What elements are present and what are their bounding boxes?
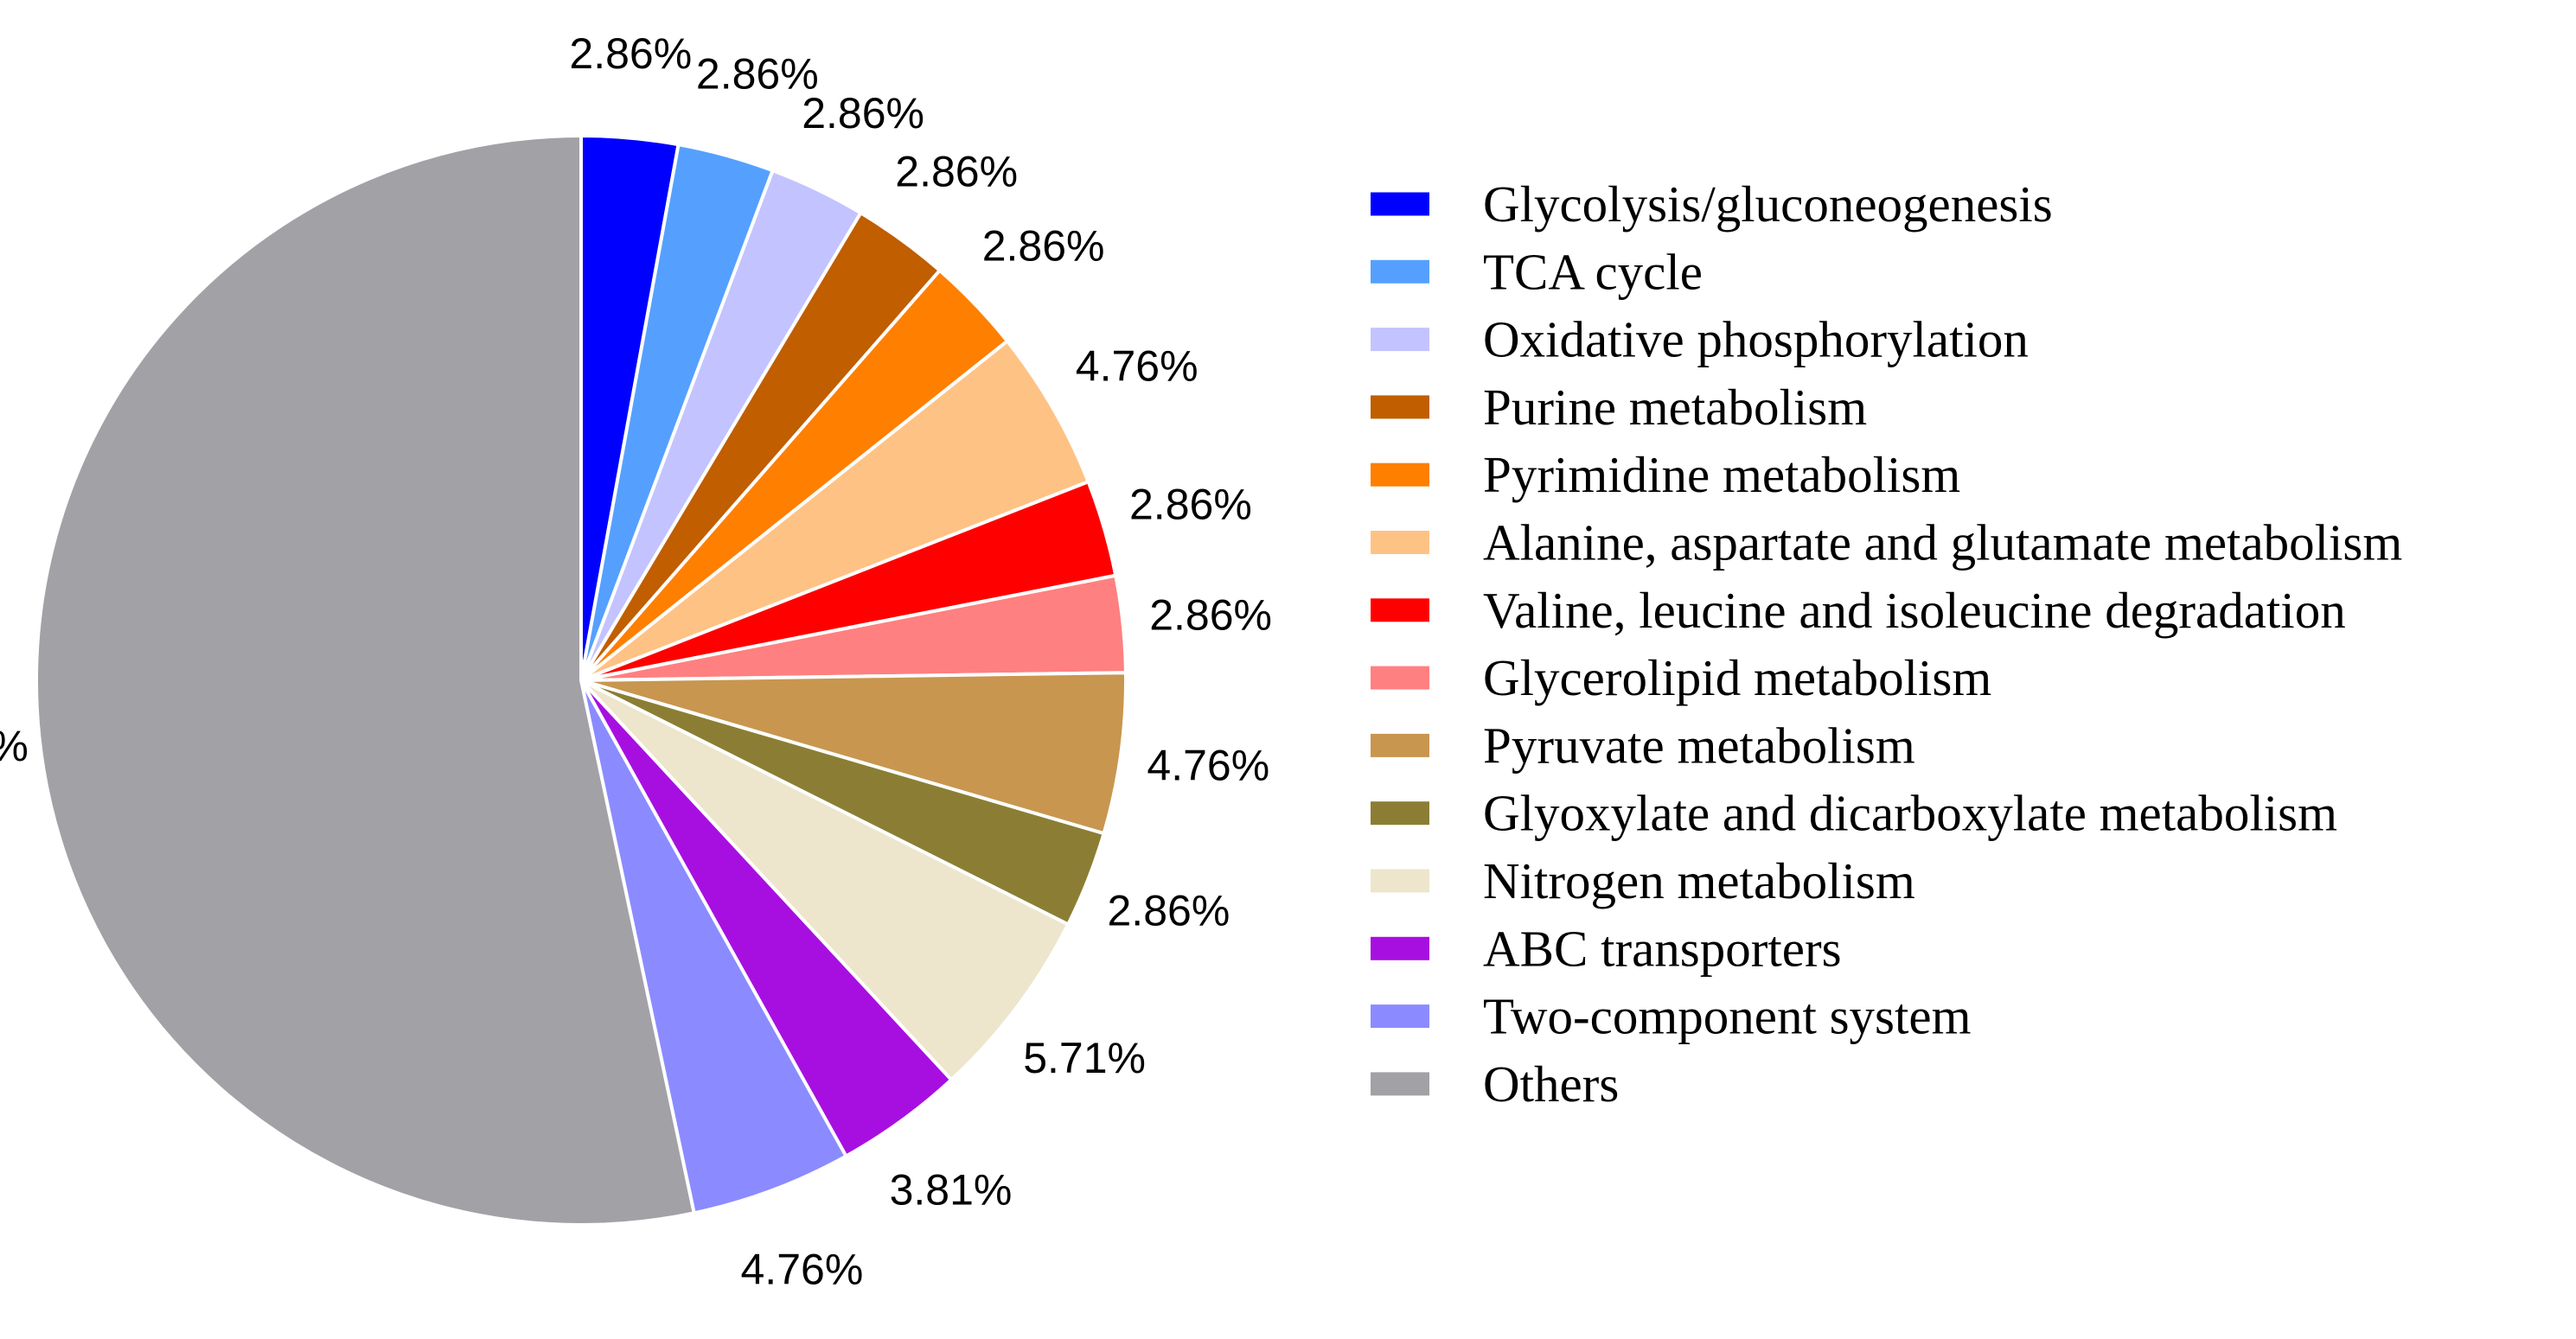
pct-label-valine-leucine-and-isoleucine-degradation: 2.86% (1129, 480, 1252, 528)
legend-swatch (1371, 462, 1429, 487)
legend-label: Others (1483, 1055, 1619, 1113)
legend-item-purine-metabolism: Purine metabolism (1371, 379, 1867, 436)
legend-label: Glyoxylate and dicarboxylate metabolism (1483, 785, 2337, 842)
legend-swatch (1371, 666, 1429, 690)
pct-label-purine-metabolism: 2.86% (895, 147, 1018, 195)
legend-swatch (1371, 259, 1429, 284)
legend-swatch (1371, 192, 1429, 216)
pie-slice-alanine-aspartate-and-glutamate-metabolism (579, 339, 1090, 682)
legend-item-nitrogen-metabolism: Nitrogen metabolism (1371, 852, 1915, 909)
legend-swatch (1371, 598, 1429, 622)
pie-slice-pyruvate-metabolism (579, 671, 1128, 836)
legend-swatch (1371, 1072, 1429, 1096)
legend-label: ABC transporters (1483, 920, 1842, 977)
pie-slice-two-component-system (579, 679, 848, 1215)
legend-swatch (1371, 531, 1429, 554)
pct-label-others: 53.33% (0, 722, 29, 770)
legend-item-pyruvate-metabolism: Pyruvate metabolism (1371, 717, 1915, 774)
legend-swatch (1371, 328, 1429, 352)
legend-item-others: Others (1371, 1055, 1619, 1113)
legend-label: Nitrogen metabolism (1483, 852, 1915, 909)
pct-label-oxidative-phosphorylation: 2.86% (802, 89, 924, 137)
legend-swatch (1371, 936, 1429, 960)
legend-label: TCA cycle (1483, 243, 1703, 300)
legend-item-valine-leucine-and-isoleucine-degradation: Valine, leucine and isoleucine degradati… (1371, 582, 2346, 639)
legend-label: Glycerolipid metabolism (1483, 649, 1991, 706)
legend-item-glycerolipid-metabolism: Glycerolipid metabolism (1371, 649, 1991, 706)
legend-label: Two-component system (1483, 988, 1971, 1045)
pct-label-glycolysis-gluconeogenesis: 2.86% (569, 29, 692, 78)
legend-item-glyoxylate-and-dicarboxylate-metabolism: Glyoxylate and dicarboxylate metabolism (1371, 785, 2337, 842)
legend-item-pyrimidine-metabolism: Pyrimidine metabolism (1371, 446, 1960, 503)
legend-item-oxidative-phosphorylation: Oxidative phosphorylation (1371, 311, 2029, 368)
legend-swatch (1371, 869, 1429, 893)
legend-swatch (1371, 801, 1429, 826)
legend-swatch (1371, 733, 1429, 757)
legend-swatch (1371, 1004, 1429, 1029)
legend-label: Oxidative phosphorylation (1483, 311, 2029, 368)
legend-item-glycolysis-gluconeogenesis: Glycolysis/gluconeogenesis (1371, 175, 2053, 233)
pct-label-glyoxylate-and-dicarboxylate-metabolism: 2.86% (1108, 887, 1230, 935)
legend-label: Pyrimidine metabolism (1483, 446, 1960, 503)
legend-item-alanine-aspartate-and-glutamate-metabolism: Alanine, aspartate and glutamate metabol… (1371, 514, 2402, 571)
pct-label-two-component-system: 4.76% (741, 1246, 864, 1294)
pct-label-abc-transporters: 3.81% (890, 1165, 1013, 1214)
legend-item-two-component-system: Two-component system (1371, 988, 1971, 1045)
pie-slice-others (35, 134, 696, 1227)
legend: Glycolysis/gluconeogenesis TCA cycle Oxida… (1371, 175, 2402, 1113)
legend-label: Valine, leucine and isoleucine degradati… (1483, 582, 2346, 639)
legend-label: Glycolysis/gluconeogenesis (1483, 175, 2053, 233)
pct-label-nitrogen-metabolism: 5.71% (1023, 1034, 1146, 1082)
legend-label: Purine metabolism (1483, 379, 1867, 436)
pct-label-alanine-aspartate-and-glutamate-metabolism: 4.76% (1076, 342, 1199, 391)
legend-item-tca-cycle: TCA cycle (1371, 243, 1703, 300)
pct-label-tca-cycle: 2.86% (696, 49, 819, 98)
legend-swatch (1371, 395, 1429, 419)
percentage-labels: 2.86% 2.86%2.86%2.86%2.86%4.76%2.86%2.86%… (0, 29, 1272, 1294)
pct-label-pyrimidine-metabolism: 2.86% (982, 221, 1105, 270)
legend-label: Alanine, aspartate and glutamate metabol… (1483, 514, 2402, 571)
pct-label-pyruvate-metabolism: 4.76% (1147, 741, 1269, 789)
legend-item-abc-transporters: ABC transporters (1371, 920, 1842, 977)
pie-slices (35, 134, 1128, 1227)
pct-label-glycerolipid-metabolism: 2.86% (1149, 591, 1272, 640)
pie-slice-nitrogen-metabolism (579, 679, 1071, 1082)
legend-label: Pyruvate metabolism (1483, 717, 1915, 774)
